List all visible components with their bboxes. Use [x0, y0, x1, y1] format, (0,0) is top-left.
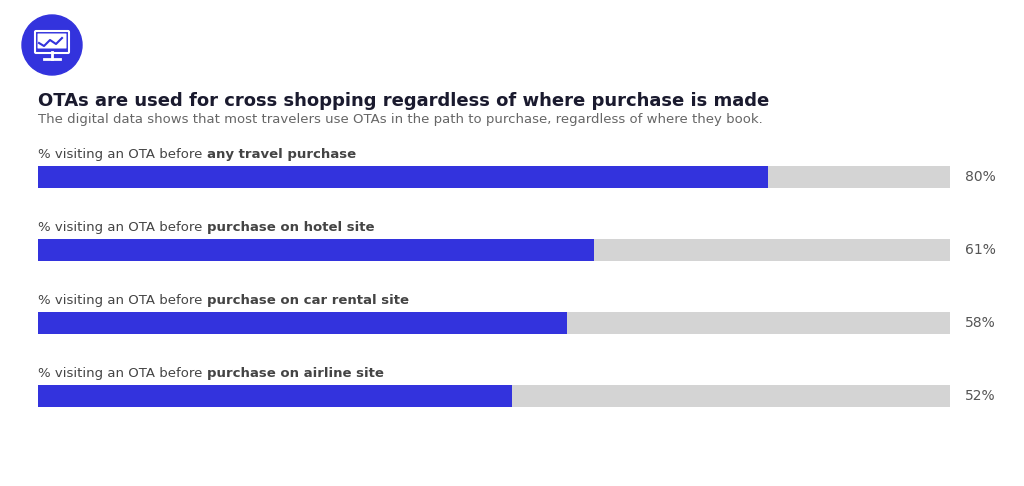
Text: The digital data shows that most travelers use OTAs in the path to purchase, reg: The digital data shows that most travele… [38, 113, 763, 126]
Text: purchase on hotel site: purchase on hotel site [207, 221, 374, 234]
Text: purchase on car rental site: purchase on car rental site [207, 294, 409, 307]
Text: 58%: 58% [965, 316, 995, 330]
Text: any travel purchase: any travel purchase [207, 148, 355, 161]
Bar [38, 239, 594, 261]
Bar [38, 166, 950, 188]
Text: % visiting an OTA before: % visiting an OTA before [38, 221, 207, 234]
Bar [38, 385, 950, 407]
Text: % visiting an OTA before: % visiting an OTA before [38, 148, 207, 161]
Text: 80%: 80% [965, 170, 995, 184]
Text: 52%: 52% [965, 389, 995, 403]
FancyBboxPatch shape [35, 31, 69, 53]
Bar [38, 239, 950, 261]
Circle shape [22, 15, 82, 75]
Text: % visiting an OTA before: % visiting an OTA before [38, 294, 207, 307]
Text: OTAs are used for cross shopping regardless of where purchase is made: OTAs are used for cross shopping regardl… [38, 92, 769, 110]
Text: 61%: 61% [965, 243, 996, 257]
Bar [38, 312, 950, 334]
Bar [38, 312, 567, 334]
Bar [38, 385, 512, 407]
Bar [38, 166, 768, 188]
Text: % visiting an OTA before: % visiting an OTA before [38, 367, 207, 380]
FancyBboxPatch shape [38, 34, 67, 49]
Text: purchase on airline site: purchase on airline site [207, 367, 384, 380]
